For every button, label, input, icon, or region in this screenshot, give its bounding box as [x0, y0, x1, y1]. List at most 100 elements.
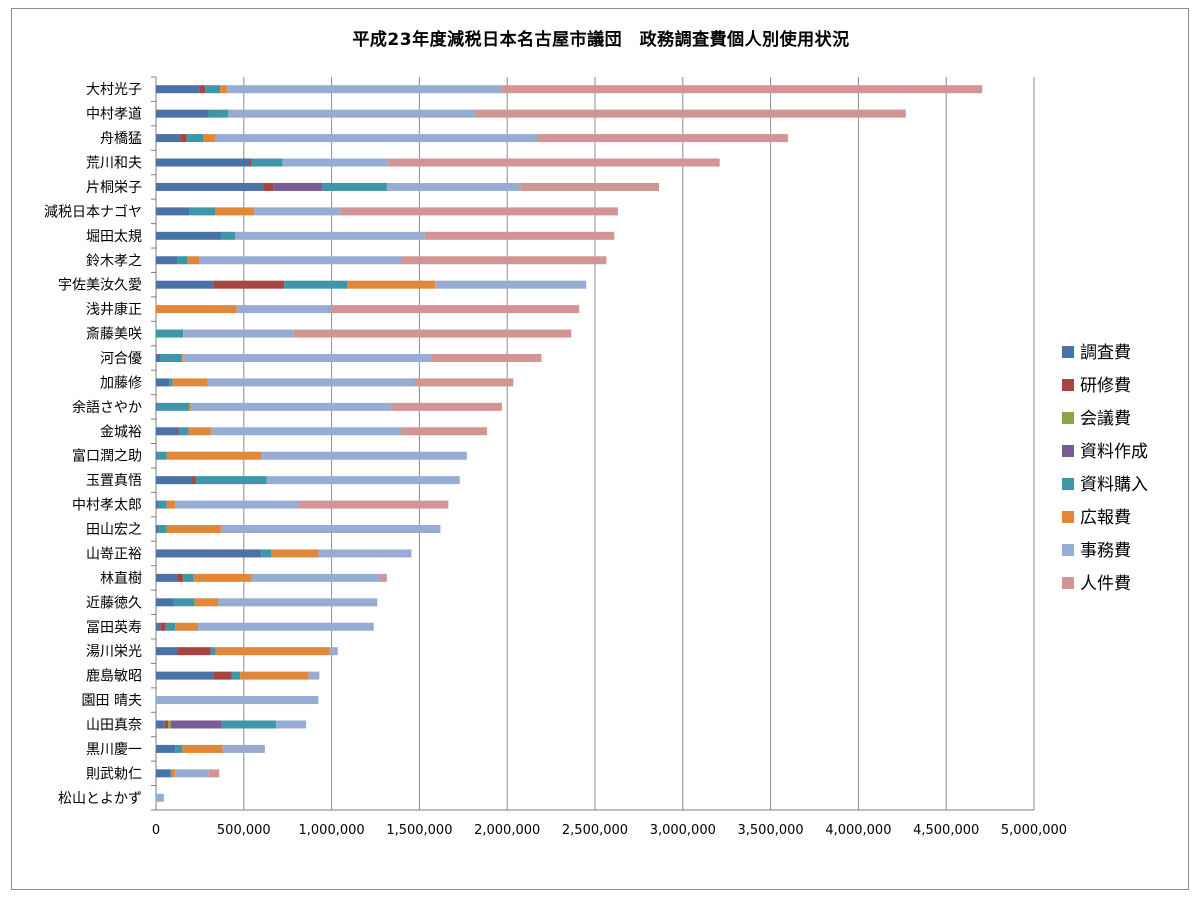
bar-2-series-7 [537, 134, 789, 143]
bar-15-series-4 [157, 451, 167, 460]
bar-9-series-5 [156, 305, 237, 314]
bar-7-series-5 [187, 256, 200, 265]
bar-13-series-5 [189, 402, 192, 411]
bar-5-series-4 [189, 207, 216, 216]
bar-24-series-6 [308, 671, 320, 680]
bar-14-series-7 [400, 427, 488, 436]
bar-12-series-4 [169, 378, 173, 387]
bar-27-series-4 [175, 744, 183, 753]
bar-22-series-1 [160, 622, 166, 631]
bar-10-series-4 [156, 329, 184, 338]
bar-14-series-5 [188, 427, 212, 436]
category-label-14: 金城裕 [100, 424, 142, 440]
bar-18-series-5 [166, 525, 221, 534]
bar-12-series-0 [156, 378, 170, 387]
bar-12-series-7 [415, 378, 514, 387]
x-tick-label-9: 4,500,000 [913, 823, 979, 838]
bar-13-series-0 [156, 402, 158, 411]
x-tick-label-3: 1,500,000 [386, 823, 452, 838]
bar-27-series-0 [156, 744, 176, 753]
bar-13-series-4 [157, 402, 190, 411]
bar-20-series-1 [177, 573, 184, 582]
bar-0-series-6 [227, 85, 502, 94]
bar-26-series-6 [276, 720, 307, 729]
x-tick-label-5: 2,500,000 [562, 823, 628, 838]
x-tick-label-2: 1,000,000 [299, 823, 365, 838]
bar-2-series-0 [156, 134, 181, 143]
bar-5-series-6 [254, 207, 341, 216]
legend-label-0: 調査費 [1080, 343, 1131, 363]
category-label-23: 湯川栄光 [86, 643, 142, 660]
bar-20-series-0 [156, 573, 178, 582]
bar-14-series-1 [177, 427, 179, 436]
bar-27-series-6 [222, 744, 265, 753]
bar-24-series-1 [213, 671, 232, 680]
bar-3-series-4 [251, 158, 283, 167]
bar-6-series-4 [220, 231, 236, 240]
bar-1-series-7 [475, 109, 906, 118]
bar-0-series-4 [205, 85, 221, 94]
legend-label-4: 資料購入 [1080, 475, 1148, 495]
x-tick-label-4: 2,000,000 [474, 823, 540, 838]
bar-21-series-0 [156, 598, 174, 607]
bar-23-series-4 [210, 647, 216, 656]
bar-8-series-1 [213, 280, 285, 289]
category-label-4: 片桐栄子 [86, 180, 142, 196]
legend-swatch-7 [1062, 577, 1074, 589]
category-label-1: 中村孝道 [86, 107, 142, 123]
legend-swatch-0 [1062, 346, 1074, 358]
legend-label-6: 事務費 [1080, 541, 1131, 561]
category-label-15: 富口潤之助 [72, 448, 142, 465]
bar-28-series-5 [171, 769, 176, 778]
bar-5-series-0 [156, 207, 190, 216]
bar-3-series-1 [249, 158, 252, 167]
bar-13-series-6 [191, 402, 392, 411]
bar-2-series-1 [180, 134, 187, 143]
bar-0-series-1 [199, 85, 206, 94]
bar-24-series-4 [231, 671, 241, 680]
bar-12-series-6 [207, 378, 416, 387]
legend-label-1: 研修費 [1080, 376, 1131, 396]
bar-7-series-7 [400, 256, 607, 265]
bar-23-series-0 [156, 647, 178, 656]
bar-12-series-5 [172, 378, 208, 387]
category-label-9: 浅井康正 [86, 301, 142, 318]
bar-27-series-5 [182, 744, 223, 753]
bar-11-series-7 [430, 353, 542, 362]
bar-26-series-4 [221, 720, 277, 729]
bar-8-series-0 [156, 280, 214, 289]
bar-26-series-1 [164, 720, 169, 729]
bar-15-series-0 [156, 451, 158, 460]
bar-5-series-5 [215, 207, 255, 216]
bar-4-series-3 [273, 182, 323, 191]
bar-24-series-0 [156, 671, 214, 680]
bar-22-series-6 [198, 622, 374, 631]
bar-23-series-1 [177, 647, 211, 656]
legend-swatch-6 [1062, 544, 1074, 556]
bar-17-series-7 [299, 500, 449, 509]
bar-28-series-6 [175, 769, 209, 778]
bar-21-series-6 [218, 598, 378, 607]
chart-frame: 平成23年度減税日本名古屋市議団 政務調査費個人別使用状況 [11, 8, 1189, 890]
bar-16-series-6 [266, 476, 460, 485]
bar-20-series-5 [193, 573, 252, 582]
bar-10-series-6 [183, 329, 294, 338]
category-label-18: 田山宏之 [86, 522, 142, 538]
bar-6-series-0 [156, 231, 221, 240]
bar-18-series-4 [158, 525, 167, 534]
legend-swatch-5 [1062, 511, 1074, 523]
x-tick-label-6: 3,000,000 [650, 823, 716, 838]
category-label-28: 則武勅仁 [86, 766, 142, 782]
legend-swatch-2 [1062, 412, 1074, 424]
bar-20-series-7 [379, 573, 387, 582]
bar-2-series-6 [215, 134, 538, 143]
category-label-20: 林直樹 [100, 570, 142, 587]
bar-11-series-6 [183, 353, 431, 362]
bar-14-series-6 [211, 427, 401, 436]
category-label-8: 宇佐美汝久愛 [58, 278, 142, 294]
chart-title: 平成23年度減税日本名古屋市議団 政務調査費個人別使用状況 [352, 30, 850, 50]
bar-5-series-7 [340, 207, 618, 216]
bar-26-series-2 [168, 720, 171, 729]
bar-18-series-6 [220, 525, 441, 534]
category-label-19: 山嵜正裕 [86, 546, 142, 562]
